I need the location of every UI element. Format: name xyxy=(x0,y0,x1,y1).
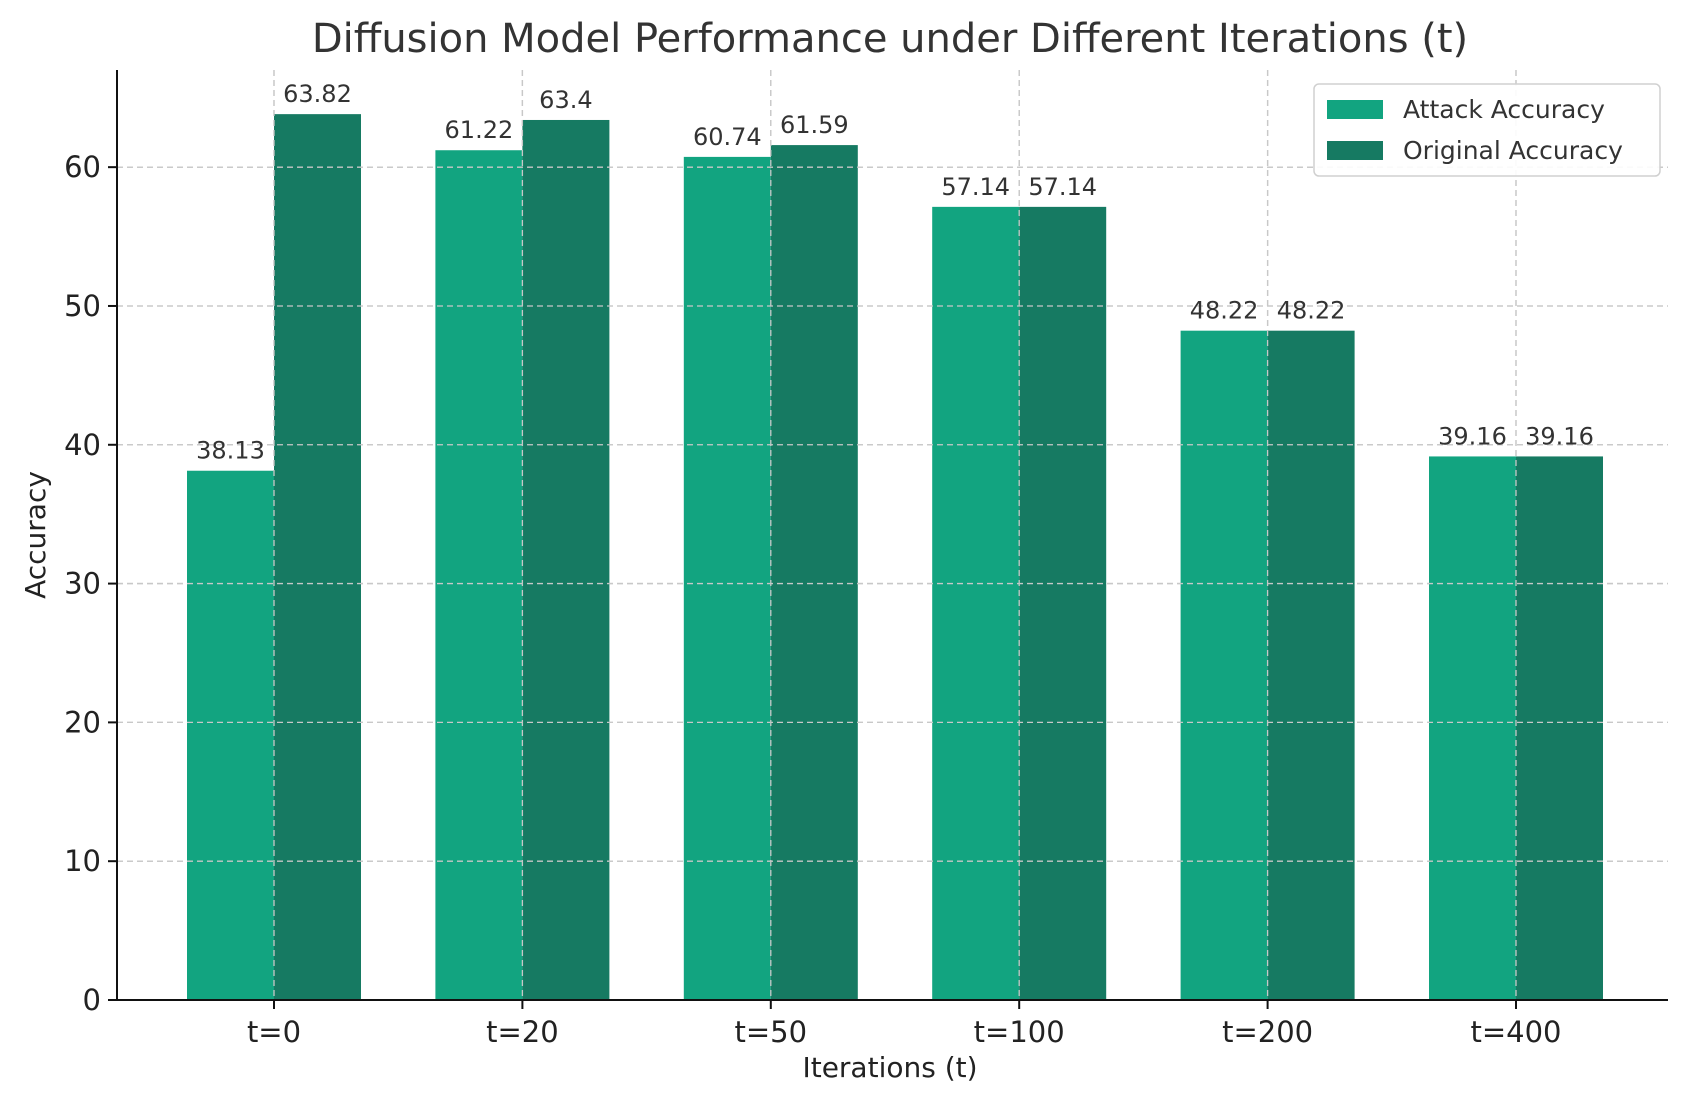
original-accuracy-bar xyxy=(274,114,361,1000)
y-tick-label: 40 xyxy=(64,428,101,462)
attack-accuracy-value-label: 39.16 xyxy=(1438,422,1507,450)
y-tick-label: 50 xyxy=(64,289,101,323)
attack-accuracy-bar xyxy=(1180,330,1268,1000)
attack-accuracy-value-label: 48.22 xyxy=(1190,297,1259,325)
y-tick-label: 0 xyxy=(83,983,101,1017)
attack-accuracy-bar xyxy=(932,206,1020,1001)
original-accuracy-bar xyxy=(1516,456,1603,1001)
legend-label: Attack Accuracy xyxy=(1403,95,1605,124)
x-tick-label: t=50 xyxy=(735,1015,808,1049)
y-tick-label: 30 xyxy=(64,567,101,601)
bars xyxy=(117,70,1668,1001)
original-accuracy-value-label: 57.14 xyxy=(1028,173,1097,201)
y-tick-label: 60 xyxy=(64,150,101,184)
labels: 0 10 20 30 40 50 60 38.13 63.82 61.22 63.4 60.74 61.… xyxy=(64,80,1594,1049)
legend-label: Original Accuracy xyxy=(1403,136,1623,165)
original-accuracy-value-label: 63.4 xyxy=(539,86,592,114)
legend-swatch xyxy=(1327,100,1383,119)
attack-accuracy-bar xyxy=(187,470,274,1000)
attack-accuracy-value-label: 61.22 xyxy=(445,116,514,144)
original-accuracy-value-label: 39.16 xyxy=(1525,422,1594,450)
x-tick-label: t=400 xyxy=(1470,1015,1561,1049)
y-tick-label: 20 xyxy=(64,705,101,739)
legend-box xyxy=(1313,83,1661,177)
original-accuracy-bar xyxy=(1019,206,1107,1001)
y-axis-label: Accuracy xyxy=(19,471,52,599)
x-tick-label: t=200 xyxy=(1222,1015,1313,1049)
x-tick-label: t=20 xyxy=(486,1015,559,1049)
original-accuracy-bar xyxy=(522,119,610,1000)
original-accuracy-bar xyxy=(770,145,858,1001)
x-axis-label: Iterations (t) xyxy=(802,1051,977,1084)
original-accuracy-bar xyxy=(1267,330,1355,1000)
x-tick-label: t=0 xyxy=(247,1015,301,1049)
chart-title: Diffusion Model Performance under Differ… xyxy=(312,16,1468,62)
attack-accuracy-bar xyxy=(435,150,523,1000)
legend: Attack Accuracy Original Accuracy xyxy=(1313,83,1661,177)
attack-accuracy-value-label: 38.13 xyxy=(196,437,265,465)
y-tick-label: 10 xyxy=(64,844,101,878)
x-tick-label: t=100 xyxy=(974,1015,1065,1049)
attack-accuracy-bar xyxy=(683,156,771,1001)
attack-accuracy-value-label: 60.74 xyxy=(693,123,762,151)
original-accuracy-value-label: 63.82 xyxy=(283,80,352,108)
original-accuracy-value-label: 48.22 xyxy=(1277,297,1346,325)
attack-accuracy-value-label: 57.14 xyxy=(941,173,1010,201)
axes xyxy=(108,70,1668,1009)
attack-accuracy-bar xyxy=(1429,456,1516,1001)
original-accuracy-value-label: 61.59 xyxy=(780,111,849,139)
legend-swatch xyxy=(1327,141,1383,160)
